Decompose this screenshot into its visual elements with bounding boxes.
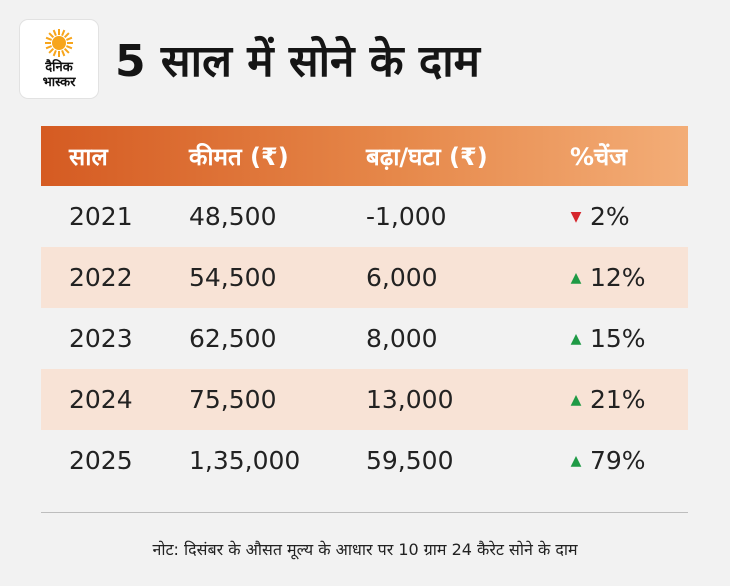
- price-cell: 75,500: [189, 385, 277, 414]
- page-title: 5 साल में सोने के दाम: [115, 36, 480, 87]
- arrow-up-icon: ▲: [570, 452, 582, 469]
- percent-value: 12%: [590, 263, 646, 292]
- price-cell: 1,35,000: [189, 446, 301, 475]
- percent-cell: ▲ 21%: [570, 385, 688, 414]
- logo-line-1: दैनिक: [45, 60, 73, 75]
- percent-value: 79%: [590, 446, 646, 475]
- header-price: कीमत (₹): [189, 142, 289, 171]
- gold-price-table: साल कीमत (₹) बढ़ा/घटा (₹) %चेंज 2021 48,…: [41, 126, 688, 491]
- logo-line-2: भास्कर: [42, 75, 76, 90]
- percent-cell: ▼ 2%: [570, 202, 688, 231]
- header-percent: %चेंज: [570, 142, 628, 171]
- table-row: 2025 1,35,000 59,500 ▲ 79%: [41, 430, 688, 491]
- dainik-bhaskar-logo: दैनिक भास्कर: [20, 20, 98, 98]
- percent-value: 21%: [590, 385, 646, 414]
- table-row: 2021 48,500 -1,000 ▼ 2%: [41, 186, 688, 247]
- header-change: बढ़ा/घटा (₹): [366, 142, 488, 171]
- percent-cell: ▲ 79%: [570, 446, 688, 475]
- year-cell: 2023: [69, 324, 133, 353]
- change-cell: 8,000: [366, 324, 438, 353]
- sun-icon: [45, 29, 73, 57]
- percent-value: 15%: [590, 324, 646, 353]
- percent-cell: ▲ 12%: [570, 263, 688, 292]
- table-header-row: साल कीमत (₹) बढ़ा/घटा (₹) %चेंज: [41, 126, 688, 186]
- price-cell: 54,500: [189, 263, 277, 292]
- percent-value: 2%: [590, 202, 630, 231]
- year-cell: 2022: [69, 263, 133, 292]
- percent-cell: ▲ 15%: [570, 324, 688, 353]
- table-row: 2024 75,500 13,000 ▲ 21%: [41, 369, 688, 430]
- change-cell: -1,000: [366, 202, 447, 231]
- logo-wordmark: दैनिक भास्कर: [43, 60, 76, 90]
- change-cell: 13,000: [366, 385, 454, 414]
- year-cell: 2024: [69, 385, 133, 414]
- arrow-up-icon: ▲: [570, 391, 582, 408]
- table-row: 2023 62,500 8,000 ▲ 15%: [41, 308, 688, 369]
- table-row: 2022 54,500 6,000 ▲ 12%: [41, 247, 688, 308]
- price-cell: 48,500: [189, 202, 277, 231]
- arrow-up-icon: ▲: [570, 330, 582, 347]
- arrow-down-icon: ▼: [570, 208, 582, 225]
- year-cell: 2025: [69, 446, 133, 475]
- change-cell: 6,000: [366, 263, 438, 292]
- header-year: साल: [69, 142, 108, 171]
- change-cell: 59,500: [366, 446, 454, 475]
- arrow-up-icon: ▲: [570, 269, 582, 286]
- footnote: नोट: दिसंबर के औसत मूल्य के आधार पर 10 ग…: [152, 540, 578, 559]
- footer-divider: [41, 512, 688, 513]
- year-cell: 2021: [69, 202, 133, 231]
- price-cell: 62,500: [189, 324, 277, 353]
